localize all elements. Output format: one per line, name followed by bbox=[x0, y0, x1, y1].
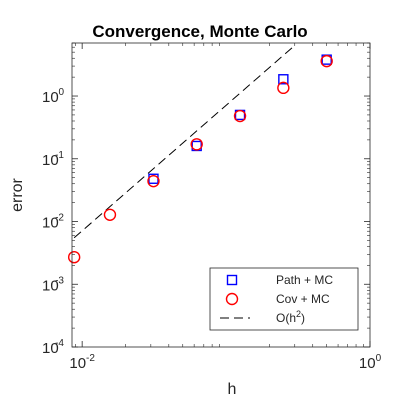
data-layer bbox=[67, 45, 333, 264]
legend-box bbox=[209, 267, 359, 331]
y-tick-label: 10-1 bbox=[42, 150, 64, 169]
data-point-cov-mc bbox=[147, 174, 160, 188]
data-point-cov-mc bbox=[67, 250, 81, 264]
plot-frame bbox=[71, 42, 371, 348]
data-point-cov-mc bbox=[277, 81, 290, 95]
data-point-cov-mc bbox=[103, 208, 117, 221]
data-point-cov-mc bbox=[190, 138, 203, 151]
legend: Path + MC Cov + MC O(h2) bbox=[209, 267, 359, 331]
y-tick-label: 100 bbox=[42, 87, 64, 106]
x-axis-label: h bbox=[228, 381, 237, 398]
legend-symbol-square bbox=[226, 274, 238, 286]
x-tick-label: 100 bbox=[359, 353, 382, 372]
legend-symbol-circle bbox=[225, 292, 239, 306]
chart-title: Convergence, Monte Carlo bbox=[92, 22, 307, 41]
legend-entry-label: Path + MC bbox=[276, 273, 333, 287]
tick-layer: 10-2 100 100 10-1 10-2 10-3 10-4 bbox=[42, 42, 382, 372]
reference-line-oh2 bbox=[73, 45, 296, 239]
x-tick-label: 10-2 bbox=[69, 353, 95, 372]
y-tick-label: 10-3 bbox=[42, 275, 64, 294]
y-tick-label: 10-4 bbox=[42, 338, 64, 357]
data-point-path-mc bbox=[278, 74, 289, 85]
data-point-cov-mc bbox=[233, 109, 247, 123]
legend-entry-label: Cov + MC bbox=[276, 292, 330, 306]
data-point-cov-mc bbox=[320, 54, 333, 68]
legend-entry-label: O(h2) bbox=[276, 309, 305, 325]
y-axis-label: error bbox=[9, 177, 26, 211]
y-tick-label: 10-2 bbox=[42, 213, 64, 232]
